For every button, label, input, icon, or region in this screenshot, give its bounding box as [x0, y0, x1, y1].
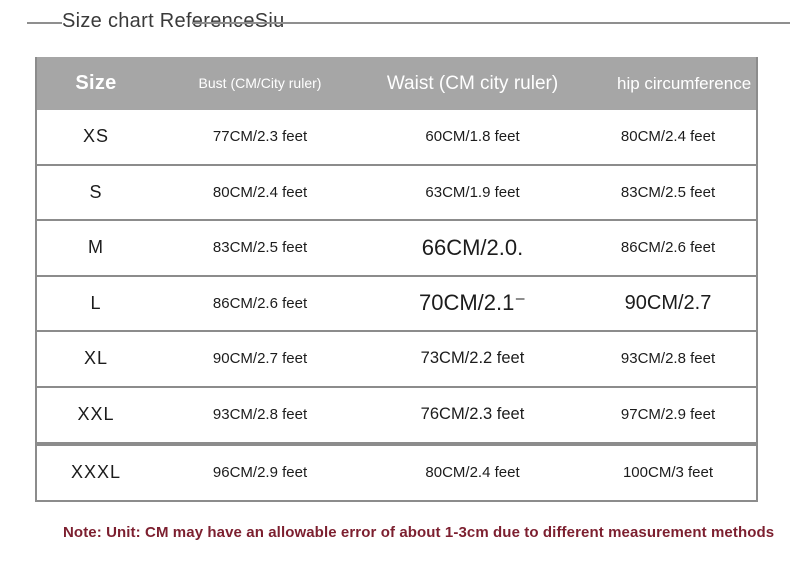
cell-bust: 86CM/2.6 feet — [212, 294, 308, 312]
cell-bust: 80CM/2.4 feet — [212, 183, 308, 201]
table-row: M 83CM/2.5 feet 66CM/2.0. 86CM/2.6 feet — [37, 219, 756, 275]
note-text: Note: Unit: CM may have an allowable err… — [63, 524, 775, 541]
table-row: XXL 93CM/2.8 feet 76CM/2.3 feet 97CM/2.9… — [37, 385, 756, 441]
cell-size: XS — [82, 126, 109, 147]
cell-size: XL — [83, 348, 109, 369]
table-header-row: Size Bust (CM/City ruler) Waist (CM city… — [37, 57, 756, 110]
cell-waist: 76CM/2.3 feet — [420, 404, 525, 423]
title-bar: Size chart ReferenceSiu — [0, 0, 790, 46]
cell-hip: 97CM/2.9 feet — [620, 405, 716, 423]
cell-waist: 80CM/2.4 feet — [425, 464, 520, 482]
cell-size: M — [88, 237, 104, 258]
header-bust: Bust (CM/City ruler) — [198, 74, 322, 91]
cell-waist: 70CM/2.1⁻ — [419, 290, 526, 316]
cell-waist: 60CM/1.8 feet — [425, 128, 520, 146]
header-size: Size — [75, 72, 117, 95]
cell-bust: 83CM/2.5 feet — [212, 239, 308, 257]
table-row: XS 77CM/2.3 feet 60CM/1.8 feet 80CM/2.4 … — [37, 110, 756, 164]
cell-bust: 77CM/2.3 feet — [212, 128, 308, 146]
cell-hip: 93CM/2.8 feet — [620, 350, 716, 368]
cell-hip: 86CM/2.6 feet — [620, 239, 716, 257]
cell-hip: 100CM/3 feet — [622, 464, 714, 482]
table-row: S 80CM/2.4 feet 63CM/1.9 feet 83CM/2.5 f… — [37, 163, 756, 219]
header-waist: Waist (CM city ruler) — [386, 72, 559, 94]
table-row: XXXL 96CM/2.9 feet 80CM/2.4 feet 100CM/3… — [37, 444, 756, 500]
cell-size: L — [90, 292, 102, 313]
cell-size: XXL — [77, 403, 115, 424]
page-title: Size chart ReferenceSiu — [62, 10, 289, 35]
cell-size: S — [89, 181, 103, 202]
cell-bust: 90CM/2.7 feet — [212, 350, 308, 368]
title-strikethrough-line — [192, 22, 790, 24]
cell-hip: 83CM/2.5 feet — [620, 183, 716, 201]
cell-bust: 93CM/2.8 feet — [212, 405, 308, 423]
table-row: XL 90CM/2.7 feet 73CM/2.2 feet 93CM/2.8 … — [37, 330, 756, 386]
cell-waist: 66CM/2.0. — [421, 234, 524, 260]
cell-hip: 80CM/2.4 feet — [620, 128, 716, 146]
size-chart-table: Size Bust (CM/City ruler) Waist (CM city… — [35, 57, 758, 502]
cell-waist: 73CM/2.2 feet — [420, 349, 525, 368]
cell-size: XXXL — [70, 462, 122, 483]
cell-hip: 90CM/2.7 — [624, 291, 712, 314]
header-hip: hip circumference — [617, 73, 752, 93]
cell-bust: 96CM/2.9 feet — [212, 464, 308, 482]
cell-waist: 63CM/1.9 feet — [425, 183, 520, 201]
table-row: L 86CM/2.6 feet 70CM/2.1⁻ 90CM/2.7 — [37, 274, 756, 330]
